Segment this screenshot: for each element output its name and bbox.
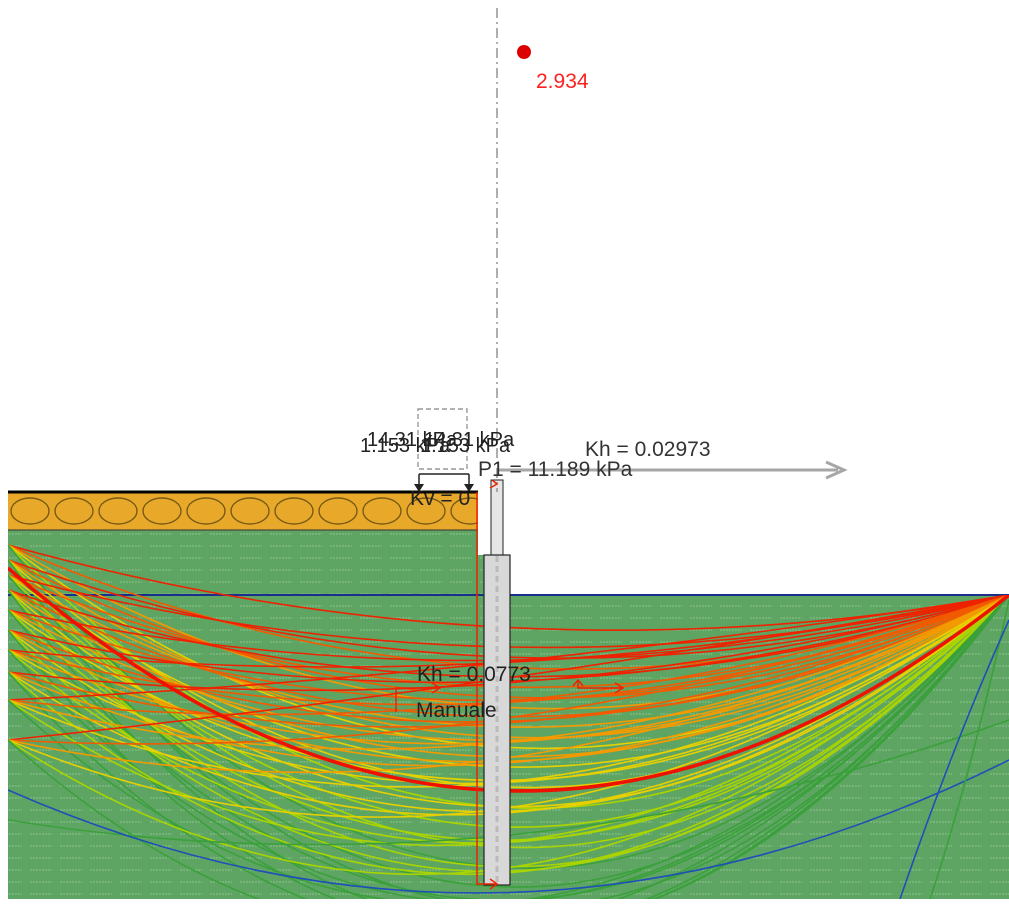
anchor-top-arrow (489, 479, 499, 489)
kh-lower-label: Kh = 0.0773 (417, 663, 531, 686)
seismic-arrowhead (825, 460, 848, 480)
anchor-forces[interactable]: Kh = 0.0773 Manuale (395, 479, 625, 890)
slip-surface (8, 759, 1009, 894)
kh-upper-label: Kh = 0.02973 (585, 438, 711, 461)
load-label-d: 1.153 kPa (420, 435, 511, 457)
force-arrow-left (395, 687, 440, 712)
slip-surface (8, 589, 1009, 899)
manuale-label: Manuale (416, 699, 497, 722)
vertical-seismic: Kv = 0 (410, 487, 478, 510)
slip-surface (8, 594, 1009, 899)
load-label-b: 1.153 kPa (360, 435, 451, 457)
retaining-wall (483, 479, 511, 886)
load-label-c: 14.31 kPa (424, 429, 515, 451)
force-arrowhead-right (614, 682, 625, 694)
force-arrowhead-left (431, 682, 442, 694)
slip-surface (929, 599, 1009, 899)
kv-label: Kv = 0 (410, 487, 470, 510)
surcharge-load[interactable]: 14.31 kPa 1.153 kPa 14.31 kPa 1.153 kPa (360, 408, 515, 492)
force-arrowhead-up (572, 678, 584, 687)
slip-surface (8, 594, 1009, 899)
point-load-label: P1 = 11.189 kPa (478, 458, 633, 481)
critical-center-marker[interactable] (517, 45, 531, 59)
anchor-bottom-arrow (489, 878, 499, 890)
safety-factor-label: 2.934 (536, 70, 589, 93)
seismic-arrow-upper[interactable]: Kh = 0.02973 P1 = 11.189 kPa (478, 438, 848, 481)
surcharge-arrowhead-right (464, 484, 474, 492)
surcharge-frame (417, 408, 468, 470)
slip-surface (8, 594, 1009, 899)
surcharge-arrowhead-left (414, 484, 424, 492)
force-arrow-right (577, 680, 623, 689)
slip-surface (899, 619, 1009, 899)
granular-fill-pattern (8, 492, 478, 530)
load-label-a: 14.31 kPa (367, 429, 458, 451)
slip-surface (8, 594, 1009, 899)
